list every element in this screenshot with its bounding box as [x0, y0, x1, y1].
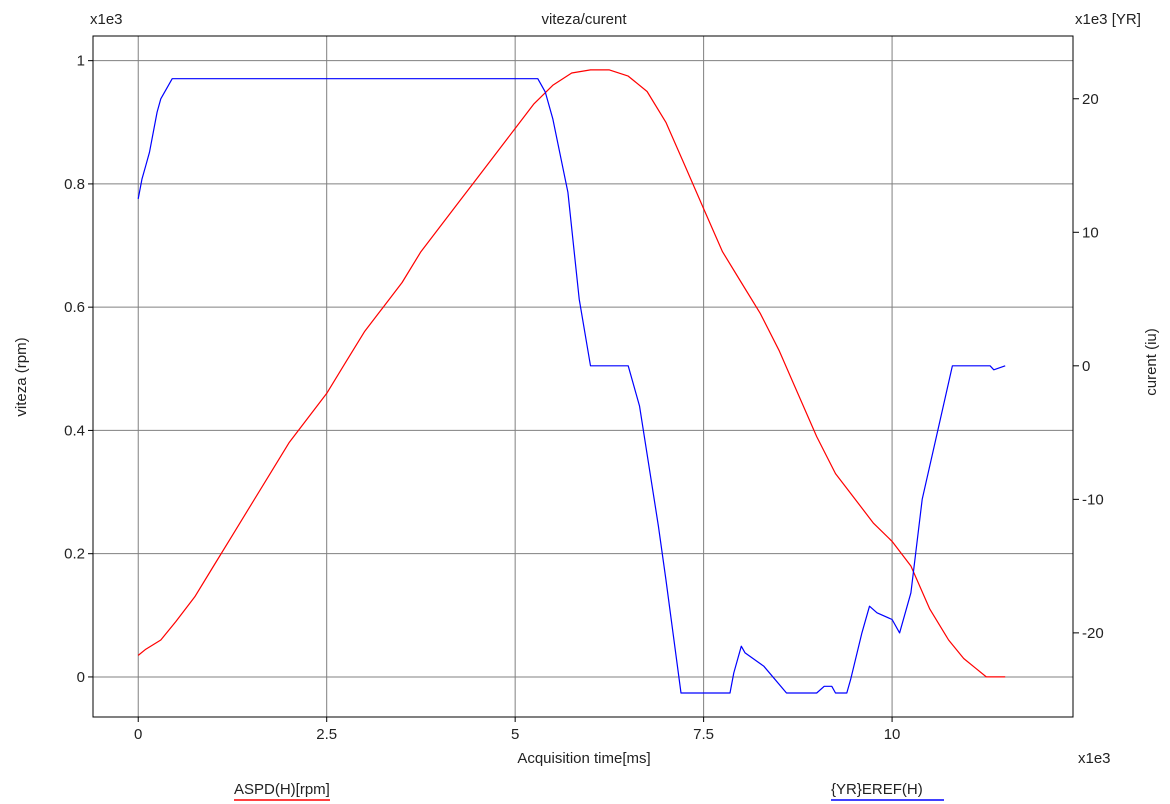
y-left-tick-label: 0.6 — [64, 299, 85, 316]
x-tick-label: 10 — [884, 726, 901, 743]
x-tick-label: 2.5 — [316, 726, 337, 743]
x-tick-label: 0 — [134, 726, 142, 743]
y-left-multiplier: x1e3 — [90, 11, 123, 28]
grid — [93, 36, 1073, 717]
legend: ASPD(H)[rpm] {YR}EREF(H) — [234, 781, 944, 801]
y-left-tick-label: 0.8 — [64, 176, 85, 193]
series-line-1 — [137, 78, 1006, 694]
y-left-tick-label: 0 — [77, 669, 85, 686]
ticks: 0 2.5 5 7.5 10 0 0.2 0.4 0.6 0.8 1 20 10 0 -10 -20 — [64, 53, 1104, 743]
plot-frame — [92, 35, 1074, 718]
chart-title: viteza/curent — [541, 11, 627, 28]
series-line-0 — [137, 69, 1006, 678]
x-multiplier: x1e3 — [1078, 750, 1111, 767]
y-right-tick-label: -20 — [1082, 625, 1104, 642]
legend-item-eref: {YR}EREF(H) — [831, 781, 923, 798]
y-left-axis-label: viteza (rpm) — [13, 337, 30, 416]
x-axis-label: Acquisition time[ms] — [517, 750, 650, 767]
y-right-tick-label: 20 — [1082, 91, 1099, 108]
y-right-axis-label: curent (iu) — [1143, 328, 1160, 396]
y-right-tick-label: 0 — [1082, 358, 1090, 375]
x-tick-label: 7.5 — [693, 726, 714, 743]
x-tick-label: 5 — [511, 726, 519, 743]
y-left-tick-label: 1 — [77, 53, 85, 70]
y-right-tick-label: -10 — [1082, 491, 1104, 508]
legend-item-aspd: ASPD(H)[rpm] — [234, 781, 330, 798]
series-layer — [137, 69, 1006, 694]
y-left-tick-label: 0.2 — [64, 546, 85, 563]
y-left-tick-label: 0.4 — [64, 422, 85, 439]
y-right-tick-label: 10 — [1082, 224, 1099, 241]
y-right-multiplier: x1e3 [YR] — [1075, 11, 1141, 28]
